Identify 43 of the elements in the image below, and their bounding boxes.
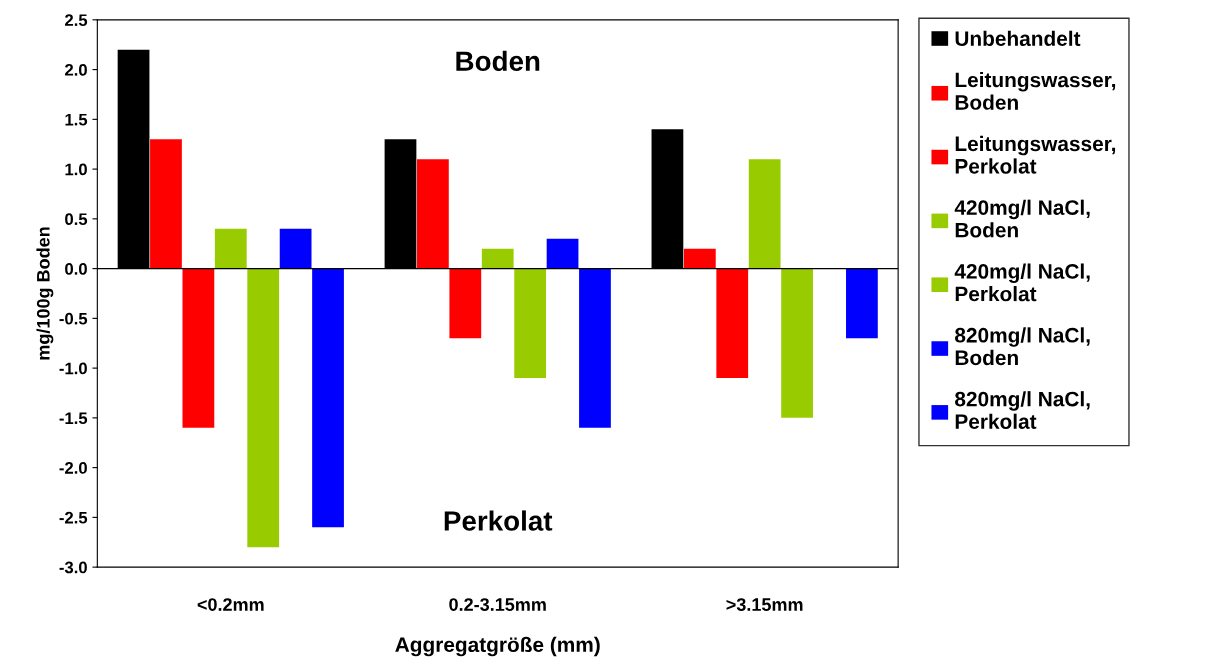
- y-tick-label: -3.0: [59, 561, 87, 574]
- legend-label: 820mg/l NaCl, Boden: [955, 327, 1090, 366]
- bar: [546, 238, 579, 269]
- bar: [312, 268, 344, 528]
- bar: [417, 159, 449, 269]
- x-tick-label: <0.2mm: [197, 598, 264, 611]
- y-tick-label: 2.5: [65, 14, 88, 27]
- legend-label: Leitungswasser, Perkolat: [955, 135, 1116, 174]
- bar: [279, 228, 312, 269]
- legend-label: Unbehandelt: [955, 30, 1081, 47]
- bar: [781, 268, 813, 418]
- bar: [716, 268, 749, 379]
- bar: [579, 268, 611, 428]
- bar: [846, 268, 878, 339]
- legend-label: 820mg/l NaCl, Perkolat: [955, 391, 1090, 429]
- bar: [514, 268, 547, 379]
- x-tick-label: >3.15mm: [726, 598, 803, 611]
- y-tick-label: 1.5: [65, 113, 88, 126]
- bar: [214, 228, 247, 269]
- annotation: Boden: [456, 50, 540, 72]
- bar: [748, 159, 781, 269]
- y-tick-label: -1.5: [59, 412, 88, 425]
- bar: [182, 268, 215, 428]
- bar: [150, 139, 182, 269]
- y-axis-title: mg/100g Boden: [36, 227, 54, 360]
- y-tick-label: -1.0: [59, 362, 87, 375]
- y-tick-label: 0.5: [65, 213, 88, 226]
- x-tick-label: 0.2-3.15mm: [449, 598, 546, 611]
- y-tick-label: 0.0: [65, 263, 87, 275]
- legend-label: 420mg/l NaCl, Boden: [954, 199, 1090, 238]
- legend-label: 420mg/l NaCl, Perkolat: [954, 263, 1090, 302]
- y-tick-label: 2.0: [65, 63, 87, 76]
- annotation: Perkolat: [444, 510, 553, 531]
- x-axis-title: Aggregatgröße (mm): [395, 636, 600, 657]
- bar: [247, 268, 280, 548]
- y-tick-label: -2.5: [59, 511, 88, 524]
- bar: [683, 248, 716, 269]
- bar: [449, 268, 482, 339]
- legend-label: Leitungswasser, Boden: [955, 72, 1116, 110]
- bar: [481, 248, 514, 269]
- y-tick-label: -0.5: [59, 312, 88, 325]
- y-tick-label: -2.0: [59, 462, 87, 474]
- y-tick-label: 1.0: [65, 163, 87, 176]
